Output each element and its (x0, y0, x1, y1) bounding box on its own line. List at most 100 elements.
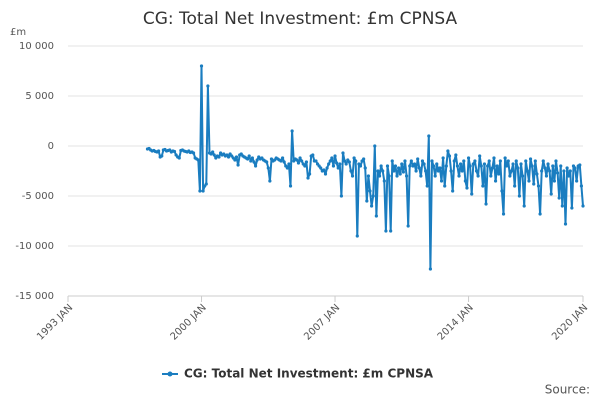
data-point (308, 172, 312, 176)
data-point (288, 184, 293, 188)
data-point (493, 179, 498, 183)
data-point (389, 229, 393, 233)
data-point (468, 164, 472, 168)
data-point (285, 166, 289, 170)
data-point (366, 174, 371, 178)
data-point (570, 206, 574, 210)
data-point (522, 204, 526, 208)
data-point (427, 134, 431, 138)
data-point (191, 151, 196, 155)
data-point (495, 164, 499, 168)
data-point (374, 214, 378, 218)
data-point (373, 144, 377, 148)
data-point (409, 159, 413, 163)
data-point (385, 164, 390, 168)
data-point (519, 162, 523, 166)
data-point (325, 166, 329, 170)
data-point (252, 160, 256, 164)
data-point (314, 159, 318, 163)
data-point (447, 154, 452, 158)
data-point (543, 166, 547, 170)
data-point (540, 169, 544, 173)
data-point (306, 176, 310, 180)
data-point (349, 169, 353, 173)
data-point (466, 156, 471, 160)
data-point (341, 151, 345, 155)
data-point (554, 159, 558, 163)
data-point (403, 159, 407, 163)
data-point (476, 174, 480, 178)
data-point (444, 164, 448, 168)
data-point (474, 169, 479, 173)
data-point (387, 174, 391, 178)
data-point (478, 154, 482, 158)
data-point (500, 189, 504, 193)
data-point (568, 169, 572, 173)
data-point (371, 194, 375, 198)
data-point (250, 156, 254, 160)
data-point (217, 155, 221, 159)
data-point (563, 222, 568, 226)
data-point (578, 163, 582, 167)
y-tick-label: 5 000 (25, 91, 54, 102)
data-point (212, 153, 216, 157)
data-point (298, 156, 302, 160)
data-point (401, 170, 405, 174)
data-point (363, 166, 367, 170)
data-point (327, 162, 331, 166)
data-point (479, 164, 483, 168)
data-point (303, 164, 307, 168)
data-point (328, 159, 332, 163)
data-point (365, 199, 369, 203)
data-point (501, 212, 506, 216)
data-point (358, 164, 363, 168)
data-point (408, 164, 412, 168)
y-tick-label: -5 000 (22, 191, 54, 202)
data-point (204, 182, 208, 186)
data-point (551, 164, 555, 168)
data-point (424, 169, 428, 173)
data-point (560, 204, 564, 208)
data-point (352, 156, 356, 160)
data-point (395, 174, 399, 178)
data-point (333, 154, 337, 158)
data-point (455, 164, 460, 168)
data-point (400, 162, 404, 166)
data-point (404, 174, 409, 178)
data-point (520, 174, 525, 178)
data-point (449, 169, 453, 173)
data-point (282, 160, 286, 164)
data-point (546, 162, 550, 166)
data-point (226, 155, 231, 159)
data-point (279, 159, 283, 163)
data-point (481, 184, 485, 188)
data-point (509, 169, 514, 173)
data-point (206, 84, 210, 88)
data-point (516, 166, 520, 170)
data-point (535, 172, 539, 176)
data-point (508, 174, 512, 178)
data-point (486, 164, 490, 168)
data-point (417, 166, 421, 170)
data-point (433, 174, 437, 178)
data-point (196, 158, 200, 162)
data-point (452, 159, 456, 163)
data-point (470, 192, 474, 196)
data-point (172, 149, 177, 154)
data-point (555, 171, 560, 175)
data-point (503, 156, 507, 160)
data-point (536, 184, 541, 188)
y-unit: £m (10, 27, 26, 38)
data-point (514, 159, 518, 163)
data-point (431, 164, 436, 168)
data-point (336, 166, 340, 170)
data-point (473, 159, 477, 163)
data-point (362, 157, 366, 161)
data-point (381, 169, 385, 173)
y-tick-label: 10 000 (19, 41, 54, 52)
data-point (330, 156, 334, 160)
y-tick-label: -15 000 (15, 291, 54, 302)
data-point (253, 164, 258, 168)
data-point (506, 159, 510, 163)
data-point (322, 168, 326, 172)
